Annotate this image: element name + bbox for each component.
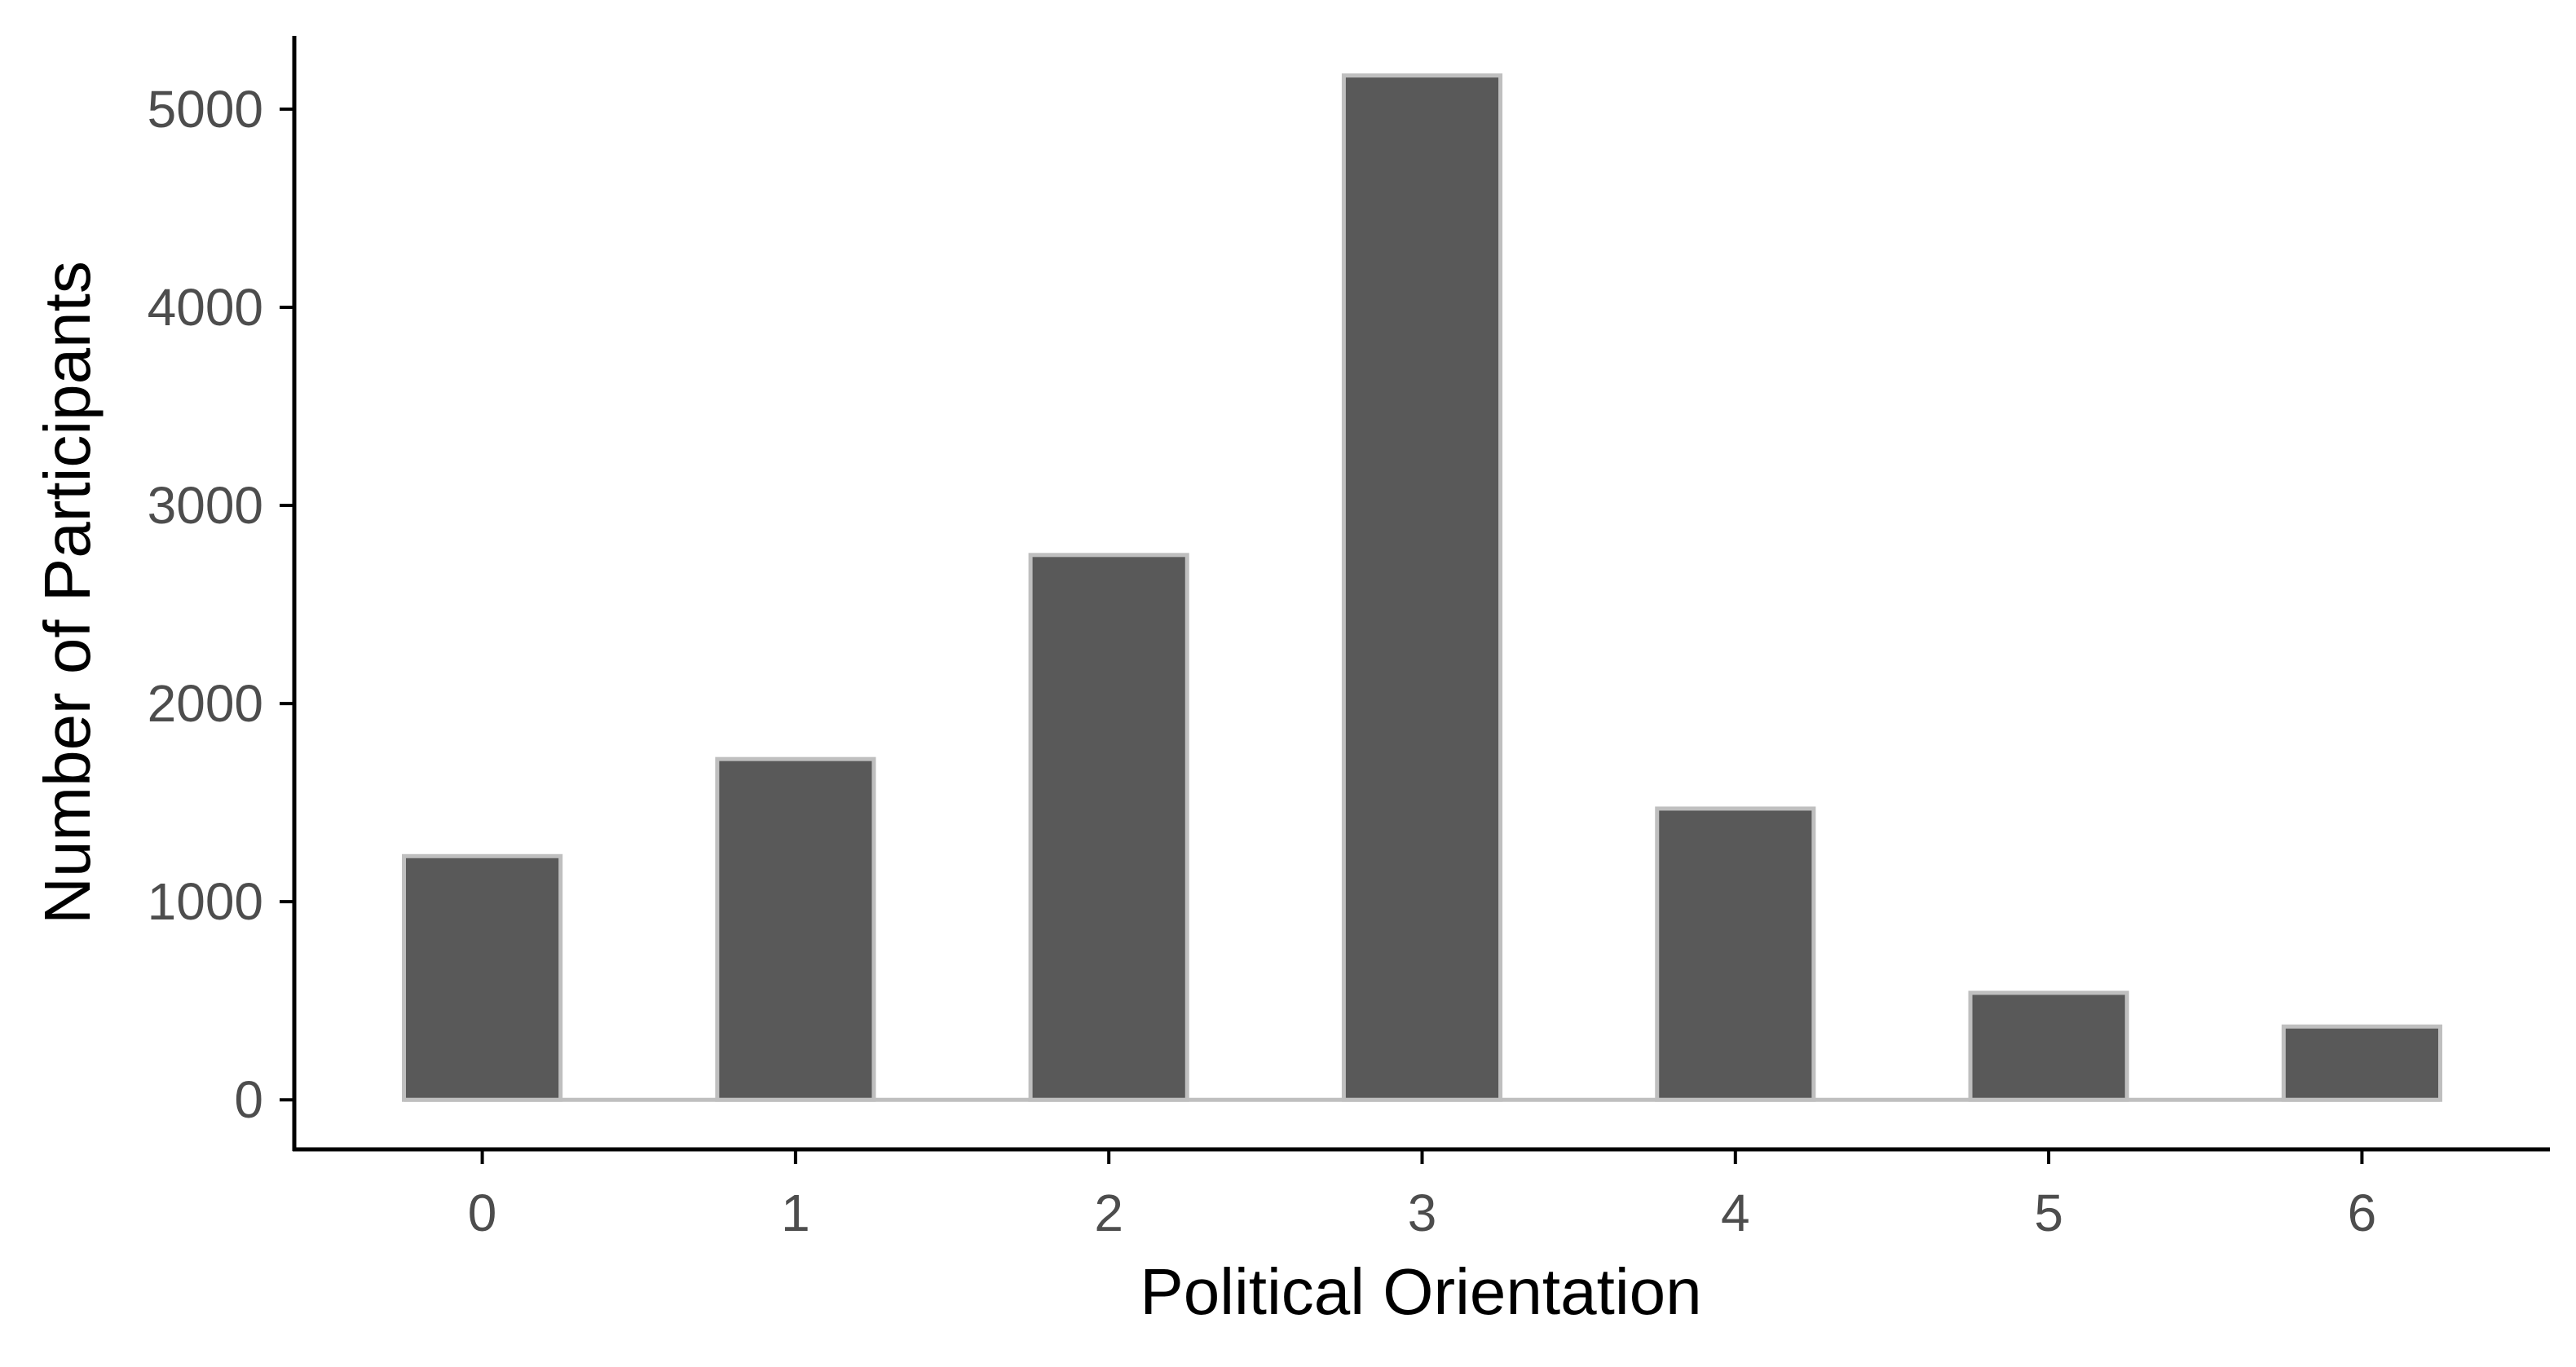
y-tick-label: 3000: [148, 476, 263, 535]
y-tick-label: 2000: [148, 674, 263, 733]
y-tick-label: 5000: [148, 80, 263, 139]
y-axis-title: Number of Participants: [31, 261, 104, 924]
x-axis-title: Political Orientation: [1140, 1255, 1701, 1328]
bar-6: [2281, 1024, 2442, 1102]
x-tick-label: 4: [1721, 1184, 1750, 1242]
y-ticks-layer: 0 1000 2000 3000 4000 5000: [148, 80, 294, 1129]
x-tick-label: 2: [1094, 1184, 1123, 1242]
y-tick-label: 4000: [148, 278, 263, 337]
y-tick-label: 0: [234, 1070, 263, 1129]
x-tick-label: 3: [1408, 1184, 1437, 1242]
bar-4: [1655, 806, 1816, 1102]
x-tick-label: 0: [468, 1184, 497, 1242]
bar-1: [715, 756, 876, 1102]
x-tick-label: 5: [2034, 1184, 2063, 1242]
x-tick-label: 6: [2348, 1184, 2377, 1242]
bar-5: [1968, 990, 2129, 1102]
x-tick-label: 1: [781, 1184, 810, 1242]
x-ticks-layer: 0 1 2 3 4 5 6: [468, 1149, 2376, 1242]
y-tick-label: 1000: [148, 872, 263, 931]
bar-0: [402, 853, 563, 1102]
bars-layer: [402, 73, 2442, 1102]
bar-2: [1028, 553, 1189, 1102]
bar-3: [1341, 73, 1503, 1102]
